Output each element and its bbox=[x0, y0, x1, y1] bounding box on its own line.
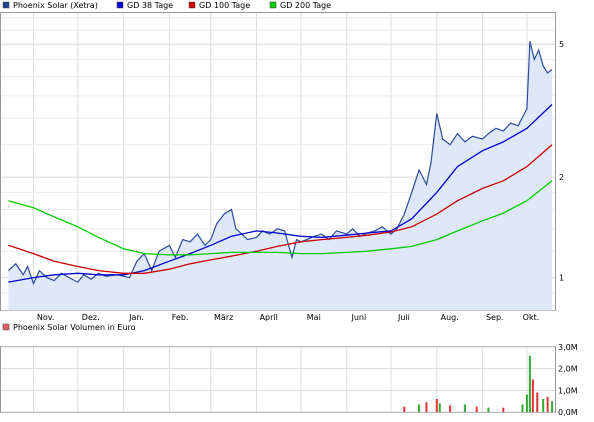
volume-y-tick-label: 2,0M bbox=[558, 365, 578, 374]
x-tick-label: Feb. bbox=[172, 313, 189, 322]
x-tick-label: Juni bbox=[350, 313, 366, 322]
price-plot bbox=[7, 41, 553, 311]
volume-bar bbox=[425, 402, 428, 412]
volume-y-tick-label: 3,0M bbox=[558, 343, 578, 352]
volume-grid bbox=[1, 346, 555, 413]
series-line-gd-200-tage bbox=[8, 180, 553, 256]
y-tick-label: 5 bbox=[559, 40, 564, 49]
x-tick-label: Sep. bbox=[486, 313, 504, 322]
volume-bar bbox=[521, 404, 524, 412]
x-tick-label: Jan. bbox=[128, 313, 144, 322]
volume-bar bbox=[403, 406, 406, 412]
legend-swatch-phoenix bbox=[2, 1, 10, 9]
volume-y-tick-label: 0,0M bbox=[558, 408, 578, 417]
x-tick-label: April bbox=[260, 313, 278, 322]
price-y-axis: 1 2 5 bbox=[559, 40, 564, 282]
volume-bar bbox=[551, 401, 554, 412]
y-tick-label: 2 bbox=[559, 173, 564, 182]
x-axis: Nov. Dez. Jan. Feb. März April Mai Juni Juli Aug.… bbox=[37, 313, 539, 322]
x-tick-label: Mai bbox=[307, 313, 321, 322]
series-line-gd-38-tage bbox=[8, 104, 553, 283]
legend-swatch-gd200 bbox=[269, 1, 277, 9]
x-tick-label: Juli bbox=[397, 313, 410, 322]
x-tick-label: Okt. bbox=[523, 313, 540, 322]
volume-bar bbox=[463, 404, 466, 412]
legend-label-gd38: GD 38 Tage bbox=[127, 1, 173, 10]
volume-bars bbox=[403, 355, 554, 412]
volume-bar bbox=[487, 407, 490, 412]
x-tick-label: Dez. bbox=[82, 313, 100, 322]
series-line-gd-100-tage bbox=[8, 144, 553, 274]
volume-bar bbox=[531, 379, 534, 412]
legend-swatch-gd100 bbox=[188, 1, 196, 9]
x-tick-label: Nov. bbox=[37, 313, 55, 322]
volume-bar bbox=[528, 355, 531, 412]
volume-bar bbox=[449, 405, 452, 412]
volume-bar bbox=[418, 404, 421, 412]
volume-bar bbox=[475, 406, 478, 412]
legend-label-phoenix: Phoenix Solar (Xetra) bbox=[13, 1, 98, 10]
volume-bar bbox=[525, 394, 528, 412]
volume-y-tick-label: 1,0M bbox=[558, 386, 578, 395]
volume-plot-frame bbox=[0, 346, 556, 413]
y-tick-label: 1 bbox=[559, 274, 564, 283]
volume-bar bbox=[546, 396, 549, 412]
legend-label-gd200: GD 200 Tage bbox=[280, 1, 331, 10]
volume-bar bbox=[438, 403, 441, 412]
x-tick-label: März bbox=[214, 313, 233, 322]
volume-bar bbox=[536, 392, 539, 412]
x-tick-label: Aug. bbox=[441, 313, 459, 322]
volume-legend-swatch bbox=[2, 323, 10, 331]
volume-bar bbox=[542, 399, 545, 412]
volume-bar bbox=[435, 399, 438, 412]
price-line bbox=[7, 41, 553, 286]
price-area bbox=[8, 41, 552, 311]
price-legend: Phoenix Solar (Xetra) GD 38 Tage GD 100 … bbox=[2, 1, 331, 10]
legend-label-gd100: GD 100 Tage bbox=[199, 1, 250, 10]
volume-y-axis: 0,0M 1,0M 2,0M 3,0M bbox=[558, 343, 578, 417]
legend-swatch-gd38 bbox=[116, 1, 124, 9]
volume-legend-label: Phoenix Solar Volumen in Euro bbox=[13, 323, 136, 332]
volume-bar bbox=[502, 407, 505, 412]
